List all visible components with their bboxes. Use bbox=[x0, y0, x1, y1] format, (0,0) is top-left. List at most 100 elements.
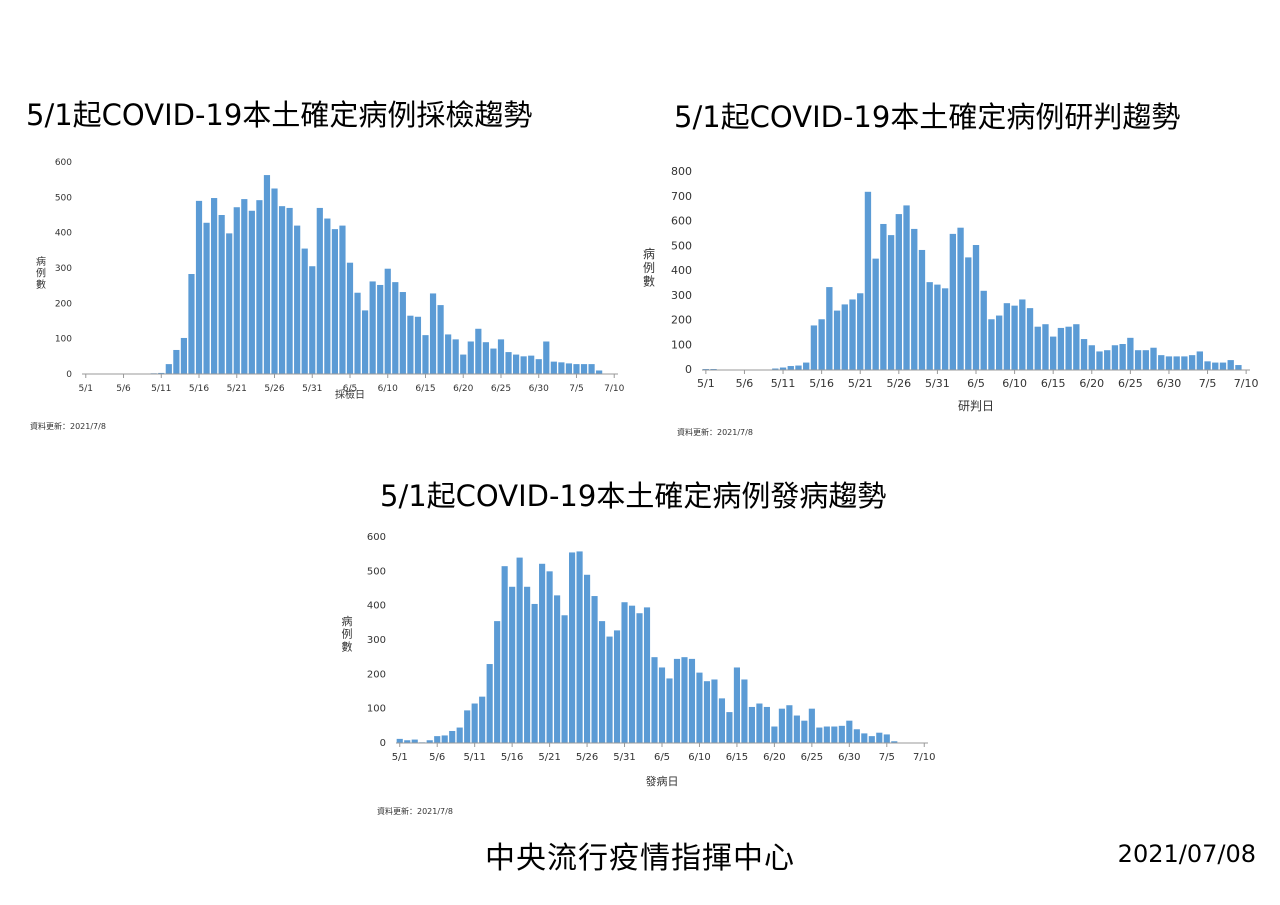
bar-5-20 bbox=[539, 563, 546, 743]
bar-7-6 bbox=[580, 364, 588, 374]
y-tick-label: 500 bbox=[671, 239, 692, 252]
x-tick-label: 5/6 bbox=[429, 752, 445, 763]
footer-organization: 中央流行疫情指揮中心 bbox=[485, 841, 795, 876]
bar-7-4 bbox=[876, 732, 883, 743]
bar-5-21 bbox=[233, 207, 240, 374]
bar-5-23 bbox=[872, 258, 879, 371]
bar-6-3 bbox=[643, 607, 651, 743]
bar-5-3 bbox=[411, 739, 418, 743]
bar-6-13 bbox=[407, 315, 414, 374]
bar-7-3 bbox=[868, 736, 875, 743]
bar-7-3 bbox=[558, 362, 565, 374]
bar-6-15 bbox=[1050, 336, 1057, 370]
bar-5-8 bbox=[449, 730, 456, 743]
bar-5-11 bbox=[158, 372, 165, 374]
x-tick-label: 5/6 bbox=[736, 377, 754, 390]
y-tick-label: 300 bbox=[367, 635, 386, 646]
bar-5-14 bbox=[803, 362, 810, 370]
bar-5-10 bbox=[464, 710, 471, 743]
x-tick-label: 6/20 bbox=[763, 752, 785, 763]
bar-6-23 bbox=[793, 715, 800, 743]
bar-5-29 bbox=[294, 225, 301, 374]
bar-5-19 bbox=[841, 304, 848, 370]
bar-5-25 bbox=[576, 551, 583, 743]
bar-6-16 bbox=[741, 679, 748, 743]
bar-6-28 bbox=[520, 356, 527, 374]
x-axis-title: 研判日 bbox=[958, 399, 994, 413]
bar-6-2 bbox=[949, 233, 957, 371]
bar-5-26 bbox=[895, 214, 902, 370]
bar-6-3 bbox=[957, 227, 964, 370]
bar-6-17 bbox=[1065, 326, 1072, 370]
bar-chart-sampling: 0 100 200 300 400 500 600 5/1 5/6 5/11 5/16 5/21 5/2… bbox=[36, 158, 625, 401]
y-tick-label: 0 bbox=[685, 363, 692, 376]
bar-7-7 bbox=[1219, 362, 1227, 370]
bar-5-22 bbox=[241, 199, 248, 374]
bar-6-20 bbox=[771, 726, 778, 743]
bar-5-21 bbox=[546, 571, 553, 743]
bar-6-22 bbox=[475, 328, 482, 374]
bar-5-11 bbox=[779, 367, 787, 370]
x-tick-label: 5/26 bbox=[264, 384, 284, 394]
bar-5-11 bbox=[471, 703, 478, 743]
bar-6-15 bbox=[422, 335, 429, 374]
bar-6-17 bbox=[437, 305, 444, 374]
bar-6-13 bbox=[718, 698, 726, 743]
bar-6-23 bbox=[1111, 345, 1119, 370]
update-note-sampling: 資料更新：2021/7/8 bbox=[30, 422, 106, 431]
bar-7-2 bbox=[1181, 356, 1188, 370]
bar-6-7 bbox=[673, 658, 681, 743]
bar-6-5 bbox=[658, 667, 666, 743]
bar-6-18 bbox=[445, 334, 452, 374]
x-tick-label: 6/5 bbox=[343, 384, 357, 394]
x-tick-label: 6/15 bbox=[726, 752, 748, 763]
bar-5-7 bbox=[441, 735, 448, 743]
chart-title-confirmation: 5/1起COVID-19本土確定病例研判趨勢 bbox=[674, 100, 1181, 134]
y-tick-label: 200 bbox=[671, 314, 692, 327]
y-tick-label: 100 bbox=[55, 335, 72, 345]
bar-5-19 bbox=[531, 603, 538, 743]
x-tick-label: 5/31 bbox=[613, 752, 635, 763]
x-tick-label: 5/26 bbox=[886, 377, 911, 390]
x-tick-label: 5/11 bbox=[151, 384, 171, 394]
bar-6-27 bbox=[1142, 350, 1149, 370]
x-tick-label: 6/25 bbox=[801, 752, 823, 763]
bar-6-29 bbox=[838, 725, 845, 743]
bar-chart-confirmation: 0 100 200 300 400 500 600 700 800 5/1 5/6 5/11 5/16 5… bbox=[643, 165, 1259, 413]
bar-5-17 bbox=[203, 222, 210, 374]
bar-6-26 bbox=[505, 352, 512, 374]
x-tick-label: 5/16 bbox=[501, 752, 523, 763]
bar-6-21 bbox=[778, 708, 785, 743]
bar-5-12 bbox=[479, 696, 486, 743]
y-tick-label: 300 bbox=[671, 289, 692, 302]
bar-5-9 bbox=[456, 727, 463, 743]
bar-5-27 bbox=[903, 205, 910, 370]
bar-6-1 bbox=[941, 288, 949, 370]
bar-6-25 bbox=[497, 339, 505, 374]
bar-5-28 bbox=[286, 207, 293, 374]
x-tick-label: 5/1 bbox=[697, 377, 715, 390]
bar-5-13 bbox=[795, 365, 802, 370]
bar-6-28 bbox=[1150, 347, 1157, 370]
bar-6-6 bbox=[666, 678, 673, 743]
y-tick-label: 200 bbox=[55, 299, 72, 309]
bar-6-9 bbox=[377, 284, 384, 374]
bar-5-13 bbox=[486, 664, 493, 743]
bar-6-11 bbox=[1019, 299, 1026, 370]
y-axis-title: 病例數 bbox=[342, 614, 353, 653]
bar-6-26 bbox=[816, 727, 823, 743]
bar-5-24 bbox=[256, 200, 263, 374]
y-tick-label: 700 bbox=[671, 190, 692, 203]
bar-6-9 bbox=[1003, 303, 1011, 370]
bar-5-15 bbox=[188, 274, 195, 374]
bar-7-5 bbox=[1204, 361, 1211, 370]
x-tick-label: 5/31 bbox=[925, 377, 950, 390]
x-tick-label: 6/30 bbox=[529, 384, 549, 394]
bar-5-5 bbox=[426, 740, 433, 743]
bar-5-30 bbox=[926, 282, 933, 370]
x-tick-label: 7/10 bbox=[913, 752, 935, 763]
bar-7-4 bbox=[1196, 351, 1203, 370]
bar-5-14 bbox=[494, 621, 501, 743]
y-tick-label: 400 bbox=[671, 264, 692, 277]
bar-6-5 bbox=[972, 245, 980, 370]
